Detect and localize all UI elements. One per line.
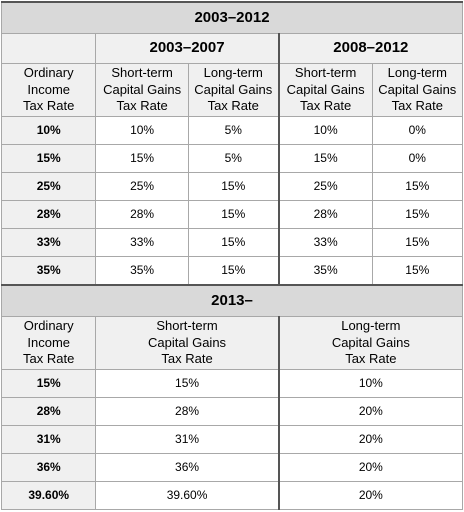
table-row: 39.60% 39.60% 20% xyxy=(0,481,463,510)
ordinary-rate-cell: 10% xyxy=(0,116,97,145)
period-title-2003-2007: 2003–2007 xyxy=(95,33,280,64)
header-line: Long-term xyxy=(387,65,447,81)
header-line: Tax Rate xyxy=(299,98,352,114)
long-term-rate-cell: 5% xyxy=(187,116,280,145)
ordinary-rate-cell: 31% xyxy=(0,425,97,454)
header-line: Long-term xyxy=(341,318,401,334)
long-term-rate-cell: 15% xyxy=(371,200,464,229)
ordinary-rate-cell: 33% xyxy=(0,228,97,257)
header-line: Capital Gains xyxy=(148,334,227,350)
short-term-rate-cell: 25% xyxy=(277,172,373,201)
column-header-long-term-2008: Long-term Capital Gains Tax Rate xyxy=(371,63,464,117)
table-row: 28% 28% 20% xyxy=(0,397,463,426)
header-line: Tax Rate xyxy=(161,351,213,367)
short-term-rate-cell: 31% xyxy=(95,425,280,454)
short-term-rate-cell: 28% xyxy=(277,200,373,229)
header-line: Capital Gains xyxy=(331,334,410,350)
header-line: Tax Rate xyxy=(116,98,168,114)
section-title-2003-2012: 2003–2012 xyxy=(1,1,463,34)
ordinary-rate-cell: 28% xyxy=(0,397,97,426)
column-header-ordinary-rate: Ordinary Income Tax Rate xyxy=(0,316,97,370)
long-term-rate-cell: 0% xyxy=(371,116,464,145)
column-header-long-term-2003: Long-term Capital Gains Tax Rate xyxy=(187,63,280,117)
long-term-rate-cell: 15% xyxy=(187,172,280,201)
table-row: 35% 35% 15% 35% 15% xyxy=(0,256,464,286)
short-term-rate-cell: 28% xyxy=(95,200,189,229)
header-line: Short-term xyxy=(294,65,357,81)
header-line: Ordinary xyxy=(23,318,74,334)
header-line: Income xyxy=(27,334,71,350)
period-title-2008-2012: 2008–2012 xyxy=(277,33,463,64)
short-term-rate-cell: 15% xyxy=(277,144,373,173)
ordinary-rate-cell: 28% xyxy=(0,200,97,229)
header-line: Tax Rate xyxy=(23,351,75,367)
long-term-rate-cell: 15% xyxy=(187,256,280,286)
column-header-ordinary-rate: Ordinary Income Tax Rate xyxy=(0,63,97,117)
header-line: Capital Gains xyxy=(378,81,457,97)
header-line: Tax Rate xyxy=(207,98,259,114)
short-term-rate-cell: 15% xyxy=(95,144,189,173)
ordinary-rate-cell: 15% xyxy=(0,144,97,173)
table-row: 25% 25% 15% 25% 15% xyxy=(0,172,464,201)
short-term-rate-cell: 25% xyxy=(95,172,189,201)
short-term-rate-cell: 35% xyxy=(277,256,373,286)
ordinary-rate-cell: 39.60% xyxy=(0,481,97,510)
header-line: Tax Rate xyxy=(391,98,443,114)
header-line: Income xyxy=(27,81,71,97)
table-row: 28% 28% 15% 28% 15% xyxy=(0,200,464,229)
long-term-rate-cell: 5% xyxy=(187,144,280,173)
long-term-rate-cell: 0% xyxy=(371,144,464,173)
column-header-short-term-2003: Short-term Capital Gains Tax Rate xyxy=(95,63,189,117)
long-term-rate-cell: 15% xyxy=(187,200,280,229)
long-term-rate-cell: 15% xyxy=(187,228,280,257)
header-line: Short-term xyxy=(111,65,173,81)
table-row: 31% 31% 20% xyxy=(0,425,463,454)
short-term-rate-cell: 33% xyxy=(277,228,373,257)
long-term-rate-cell: 10% xyxy=(277,369,463,398)
ordinary-rate-cell: 25% xyxy=(0,172,97,201)
header-line: Capital Gains xyxy=(194,81,273,97)
header-line: Tax Rate xyxy=(23,98,75,114)
short-term-rate-cell: 39.60% xyxy=(95,481,280,510)
table-row: 10% 10% 5% 10% 0% xyxy=(0,116,464,145)
long-term-rate-cell: 15% xyxy=(371,172,464,201)
column-header-short-term-2013: Short-term Capital Gains Tax Rate xyxy=(95,316,280,370)
table-row: 36% 36% 20% xyxy=(0,453,463,482)
short-term-rate-cell: 28% xyxy=(95,397,280,426)
short-term-rate-cell: 10% xyxy=(95,116,189,145)
long-term-rate-cell: 15% xyxy=(371,256,464,286)
header-line: Capital Gains xyxy=(103,81,182,97)
section-title-2013: 2013– xyxy=(1,284,463,317)
ordinary-rate-cell: 35% xyxy=(0,256,97,286)
long-term-rate-cell: 20% xyxy=(277,453,463,482)
table-row: 15% 15% 10% xyxy=(0,369,463,398)
header-line: Short-term xyxy=(156,318,218,334)
short-term-rate-cell: 15% xyxy=(95,369,280,398)
header-line: Ordinary xyxy=(23,65,74,81)
long-term-rate-cell: 20% xyxy=(277,425,463,454)
short-term-rate-cell: 36% xyxy=(95,453,280,482)
header-line: Tax Rate xyxy=(345,351,397,367)
long-term-rate-cell: 20% xyxy=(277,481,463,510)
ordinary-rate-cell: 15% xyxy=(0,369,97,398)
table-row: 15% 15% 5% 15% 0% xyxy=(0,144,464,173)
column-header-long-term-2013: Long-term Capital Gains Tax Rate xyxy=(277,316,463,370)
blank-header-cell xyxy=(0,33,97,64)
header-line: Capital Gains xyxy=(286,81,365,97)
short-term-rate-cell: 35% xyxy=(95,256,189,286)
short-term-rate-cell: 33% xyxy=(95,228,189,257)
table-row: 33% 33% 15% 33% 15% xyxy=(0,228,464,257)
short-term-rate-cell: 10% xyxy=(277,116,373,145)
header-line: Long-term xyxy=(203,65,263,81)
ordinary-rate-cell: 36% xyxy=(0,453,97,482)
column-header-short-term-2008: Short-term Capital Gains Tax Rate xyxy=(277,63,373,117)
long-term-rate-cell: 20% xyxy=(277,397,463,426)
long-term-rate-cell: 15% xyxy=(371,228,464,257)
